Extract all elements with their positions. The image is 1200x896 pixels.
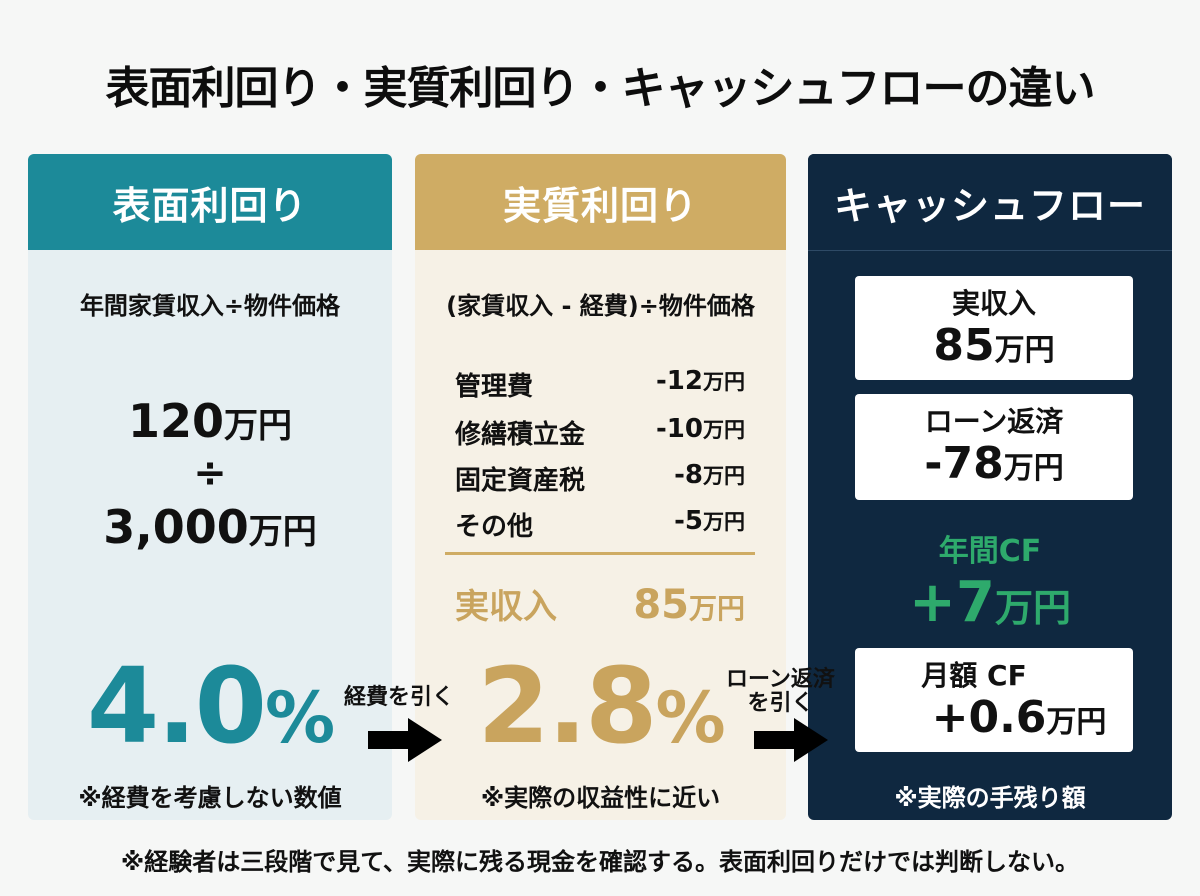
- annual-cf-value: +7万円: [909, 570, 1071, 635]
- expense-row: 修繕積立金 -10万円: [455, 414, 745, 450]
- surface-yield-header: 表面利回り: [28, 154, 392, 250]
- arrow-label-loan: ローン返済 を引く: [726, 667, 835, 717]
- net-income-card: 実収入 85万円: [855, 276, 1133, 380]
- annual-rent: 120万円: [127, 394, 293, 448]
- loan-repayment-card: ローン返済 -78万円: [855, 394, 1133, 500]
- expense-row: 固定資産税 -8万円: [455, 460, 745, 496]
- page-title: 表面利回り・実質利回り・キャッシュフローの違い: [105, 63, 1096, 114]
- net-income: 実収入 85万円: [455, 582, 745, 628]
- surface-yield-panel: 表面利回り 年間家賃収入÷物件価格 120万円 ÷ 3,000万円 4.0% ※…: [28, 154, 392, 820]
- net-yield-panel: 実質利回り (家賃収入 - 経費)÷物件価格 管理費 -12万円 修繕積立金 -…: [415, 154, 786, 820]
- surface-yield-result: 4.0%: [86, 645, 335, 767]
- net-yield-note: ※実際の収益性に近い: [480, 784, 721, 812]
- net-yield-header: 実質利回り: [415, 154, 786, 250]
- divide-sign: ÷: [193, 450, 227, 496]
- arrow-label-expenses: 経費を引く: [344, 685, 455, 710]
- surface-yield-note: ※経費を考慮しない数値: [78, 784, 342, 812]
- cash-flow-note: ※実際の手残り額: [894, 784, 1086, 812]
- divider: [445, 552, 755, 555]
- net-yield-result: 2.8%: [477, 645, 725, 767]
- expense-row: その他 -5万円: [455, 506, 745, 542]
- expense-row: 管理費 -12万円: [455, 366, 745, 402]
- property-price: 3,000万円: [103, 500, 317, 554]
- cash-flow-panel: キャッシュフロー 実収入 85万円 ローン返済 -78万円 年間CF +7万円 …: [808, 154, 1172, 820]
- monthly-cf-card: 月額 CF +0.6万円: [855, 648, 1133, 752]
- cash-flow-header: キャッシュフロー: [808, 154, 1172, 251]
- footer-note: ※経験者は三段階で見て、実際に残る現金を確認する。表面利回りだけでは判断しない。: [120, 848, 1080, 876]
- annual-cf-label: 年間CF: [938, 534, 1042, 569]
- net-yield-formula: (家賃収入 - 経費)÷物件価格: [446, 292, 755, 320]
- surface-yield-formula: 年間家賃収入÷物件価格: [79, 292, 341, 320]
